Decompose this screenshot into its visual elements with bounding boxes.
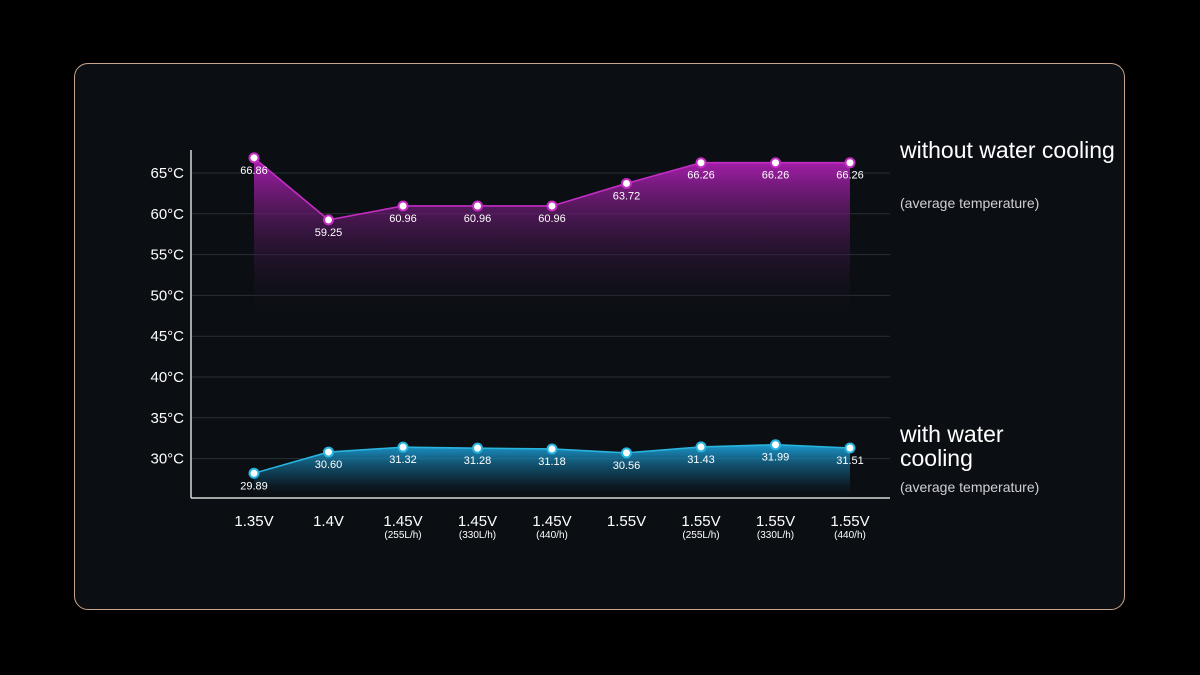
y-tick-label: 55°C (150, 247, 184, 264)
y-tick-label: 45°C (150, 328, 184, 345)
data-label: 31.32 (389, 454, 417, 466)
data-point (621, 177, 632, 189)
series-area-without-cooling (254, 157, 850, 322)
data-label: 31.99 (762, 452, 790, 464)
x-tick-sublabel: (440/h) (834, 530, 866, 541)
data-label: 60.96 (389, 213, 417, 225)
x-tick-label: 1.4V (313, 513, 344, 530)
series-title-without-cooling: without water cooling (900, 137, 1115, 163)
data-point (472, 200, 483, 212)
data-label: 31.43 (687, 454, 715, 466)
data-label: 31.51 (836, 455, 864, 467)
data-point (695, 441, 707, 453)
data-label: 66.26 (762, 170, 790, 182)
data-point (695, 157, 707, 169)
y-tick-label: 50°C (150, 287, 184, 304)
data-point (397, 200, 409, 212)
series-note-without-cooling: (average temperature) (900, 195, 1040, 211)
x-tick-sublabel: (330L/h) (757, 530, 794, 541)
y-tick-labels: 65°C 60°C 55°C 50°C 45°C 40°C 35°C 30°C (150, 165, 184, 468)
data-point (546, 443, 558, 455)
data-label: 31.18 (538, 456, 566, 468)
data-label: 66.86 (240, 165, 268, 177)
y-tick-label: 40°C (150, 369, 184, 386)
data-label: 66.26 (836, 170, 864, 182)
axes (190, 150, 890, 499)
series-title-with-cooling: with water cooling (900, 421, 1004, 471)
y-tick-label: 60°C (150, 206, 184, 223)
series-areas (254, 157, 850, 497)
x-tick-sublabel: (330L/h) (459, 530, 496, 541)
x-tick-label: 1.35V (234, 513, 273, 530)
y-tick-label: 65°C (150, 165, 184, 182)
x-tick-label: 1.45V (383, 513, 422, 530)
series-note-with-cooling: (average temperature) (900, 479, 1040, 495)
x-tick-label: 1.55V (681, 513, 720, 530)
data-label: 66.26 (687, 170, 715, 182)
data-points (248, 152, 856, 479)
data-point (323, 214, 334, 226)
data-point (397, 441, 409, 453)
x-tick-labels: 1.35V 1.4V 1.45V(255L/h)1.45V(330L/h)1.45V… (234, 513, 869, 541)
data-label: 59.25 (315, 227, 343, 239)
y-tick-label: 35°C (150, 410, 184, 427)
x-tick-label: 1.45V (458, 513, 497, 530)
data-label: 29.89 (240, 480, 268, 492)
data-label: 30.56 (613, 460, 641, 472)
x-tick-sublabel: (440/h) (536, 530, 568, 541)
data-point (770, 439, 781, 451)
data-label: 31.28 (464, 455, 492, 467)
data-labels: 66.86 59.25 60.96 60.96 60.96 63.72 66.26 66.26… (240, 165, 864, 492)
y-tick-label: 30°C (150, 451, 184, 468)
data-point (844, 157, 856, 169)
data-point (248, 467, 260, 479)
x-tick-label: 1.55V (830, 513, 869, 530)
data-label: 63.72 (613, 190, 641, 202)
x-tick-sublabel: (255L/h) (682, 530, 719, 541)
data-point (844, 442, 856, 454)
data-label: 30.60 (315, 459, 343, 471)
x-tick-label: 1.55V (607, 513, 646, 530)
x-tick-label: 1.45V (532, 513, 571, 530)
x-tick-sublabel: (255L/h) (384, 530, 421, 541)
data-point (323, 446, 334, 458)
data-label: 60.96 (538, 213, 566, 225)
data-point (546, 200, 558, 212)
x-tick-label: 1.55V (756, 513, 795, 530)
data-point (621, 447, 632, 459)
data-point (770, 157, 781, 169)
data-label: 60.96 (464, 213, 492, 225)
data-point (248, 152, 260, 164)
data-point (472, 442, 483, 454)
series-area-with-cooling (254, 444, 850, 497)
